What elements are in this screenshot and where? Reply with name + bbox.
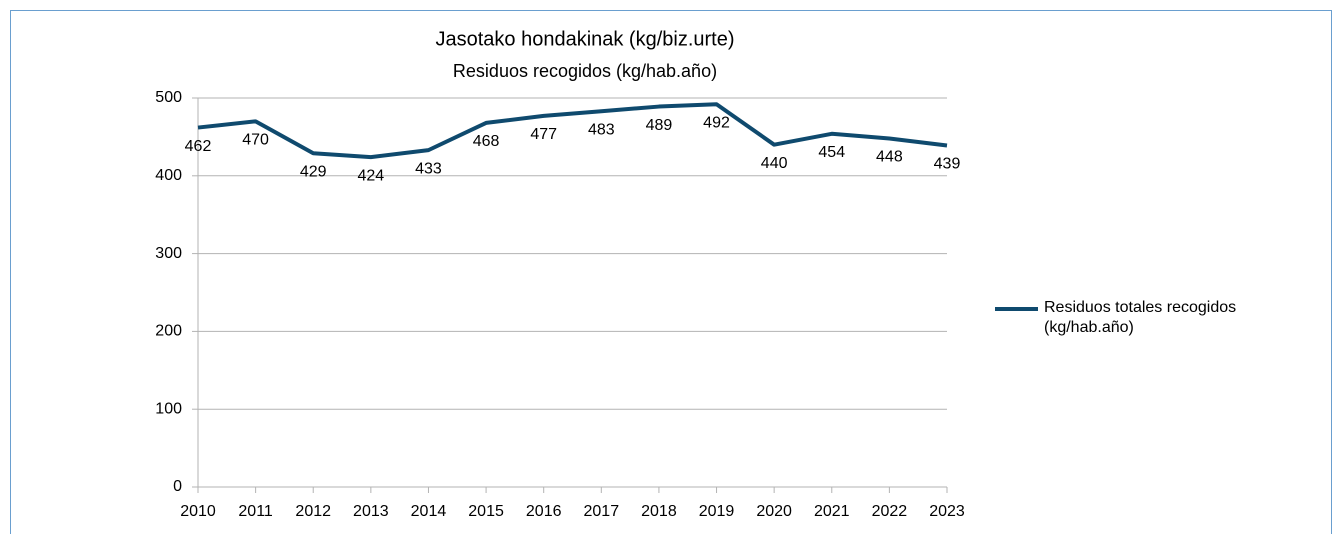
frame bbox=[10, 10, 1332, 534]
y-tick-label: 0 bbox=[173, 478, 182, 495]
data-line bbox=[197, 102, 948, 160]
x-tick-label: 2010 bbox=[180, 503, 216, 520]
data-label: 483 bbox=[588, 121, 615, 138]
data-label: 440 bbox=[761, 155, 788, 172]
x-tick-label: 2020 bbox=[756, 503, 792, 520]
x-tick-label: 2018 bbox=[641, 503, 677, 520]
data-label: 462 bbox=[185, 138, 212, 155]
y-tick-label: 500 bbox=[155, 89, 182, 106]
data-label: 429 bbox=[300, 163, 327, 180]
x-tick-label: 2019 bbox=[699, 503, 735, 520]
data-label: 433 bbox=[415, 160, 442, 177]
y-tick-label: 400 bbox=[155, 167, 182, 184]
chart-subtitle: Residuos recogidos (kg/hab.año) bbox=[453, 61, 717, 81]
data-label: 454 bbox=[818, 144, 845, 161]
data-label: 470 bbox=[242, 132, 269, 149]
data-label: 477 bbox=[530, 126, 557, 143]
x-tick-label: 2014 bbox=[411, 503, 447, 520]
data-label: 448 bbox=[876, 149, 903, 166]
legend-label: Residuos totales recogidos (kg/hab.año) bbox=[1044, 299, 1237, 336]
x-tick-label: 2015 bbox=[468, 503, 504, 520]
y-tick-label: 300 bbox=[155, 245, 182, 262]
x-tick-label: 2022 bbox=[872, 503, 908, 520]
data-label: 492 bbox=[703, 114, 730, 131]
chart-title: Jasotako hondakinak (kg/biz.urte) bbox=[435, 28, 734, 50]
data-label: 468 bbox=[473, 133, 500, 150]
y-tick-label: 100 bbox=[155, 400, 182, 417]
x-tick-label: 2023 bbox=[929, 503, 965, 520]
data-label: 439 bbox=[934, 156, 961, 173]
x-tick-label: 2012 bbox=[295, 503, 331, 520]
x-tick-label: 2021 bbox=[814, 503, 850, 520]
x-tick-label: 2013 bbox=[353, 503, 389, 520]
x-tick-label: 2016 bbox=[526, 503, 562, 520]
y-tick-label: 200 bbox=[155, 323, 182, 340]
data-label: 489 bbox=[646, 117, 673, 134]
x-tick-label: 2017 bbox=[584, 503, 620, 520]
x-tick-label: 2011 bbox=[238, 503, 273, 520]
data-label: 424 bbox=[357, 167, 384, 184]
